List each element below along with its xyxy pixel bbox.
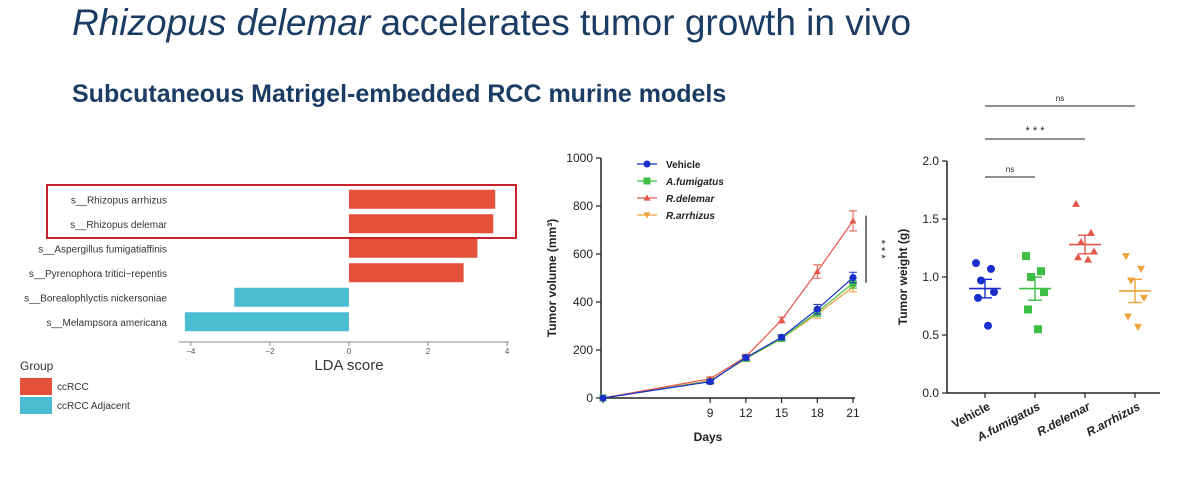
weight-point — [984, 321, 992, 330]
lda-legend-label-ccrcc: ccRCC — [57, 382, 89, 393]
weight-y-tick-label: 0.5 — [922, 328, 939, 342]
weight-point — [1024, 305, 1032, 314]
weight-point — [1077, 238, 1085, 246]
weight-y-tick-label: 1.0 — [922, 270, 939, 284]
slide-title-italic: Rhizopus delemar — [72, 2, 371, 43]
weight-comparison-label: * * * — [1026, 125, 1046, 137]
slide-subtitle: Subcutaneous Matrigel-embedded RCC murin… — [72, 80, 727, 108]
lda-x-tick-label: −4 — [186, 347, 196, 356]
lda-category-label: s__Borealophlyctis nickersoniae — [24, 293, 167, 304]
lda-legend-swatch-adjacent — [20, 397, 52, 414]
lda-x-tick-label: 0 — [347, 347, 352, 356]
volume-x-tick-label: 18 — [811, 406, 825, 420]
volume-y-axis-label: Tumor volume (mm³) — [545, 219, 559, 337]
volume-y-tick-label: 600 — [573, 247, 593, 261]
weight-x-tick-label: R.arrhizus — [1084, 399, 1143, 439]
volume-x-tick-label: 21 — [846, 406, 860, 420]
lda-bar — [348, 238, 478, 258]
volume-significance-label: * * * — [875, 240, 887, 260]
lda-category-label: s__Rhizopus arrhizus — [71, 195, 167, 206]
lda-bar — [348, 214, 494, 234]
volume-point — [778, 333, 786, 341]
weight-point — [1040, 288, 1048, 297]
volume-y-tick-label: 1000 — [566, 151, 593, 165]
weight-point — [1034, 325, 1042, 334]
weight-point — [1134, 323, 1142, 331]
weight-y-tick-label: 1.5 — [922, 212, 939, 226]
volume-legend-marker — [643, 212, 651, 219]
volume-legend-marker — [643, 194, 651, 201]
weight-point — [1072, 199, 1080, 207]
weight-point — [1037, 267, 1045, 276]
slide-title-rest: accelerates tumor growth in vivo — [370, 2, 912, 43]
weight-point — [1090, 247, 1098, 255]
weight-point — [1140, 294, 1148, 302]
volume-legend-marker — [643, 160, 651, 168]
weight-point — [1084, 255, 1092, 263]
weight-comparison-label: ns — [1006, 165, 1014, 174]
weight-y-tick-label: 2.0 — [922, 154, 939, 168]
volume-series-line — [602, 277, 854, 399]
lda-x-tick-label: 2 — [426, 347, 431, 356]
volume-point — [706, 378, 714, 386]
volume-legend-label: R.delemar — [666, 194, 715, 205]
lda-bar — [184, 312, 349, 332]
volume-y-tick-label: 200 — [573, 343, 593, 357]
weight-point — [1087, 228, 1095, 236]
volume-legend-marker — [643, 177, 651, 185]
volume-point — [849, 274, 857, 282]
volume-legend-label: Vehicle — [666, 160, 701, 171]
weight-point — [987, 264, 995, 273]
weight-point — [1124, 313, 1132, 321]
lda-legend-swatch-ccrcc — [20, 378, 52, 395]
volume-point — [599, 394, 607, 402]
volume-x-axis-label: Days — [694, 430, 723, 444]
volume-x-tick-label: 9 — [707, 406, 714, 420]
lda-category-label: s__Aspergillus fumigatiaffinis — [38, 244, 167, 255]
slide-title: Rhizopus delemar accelerates tumor growt… — [72, 2, 911, 44]
lda-bar — [348, 263, 464, 283]
lda-x-tick-label: 4 — [505, 347, 510, 356]
lda-category-label: s__Pyrenophora tritici−repentis — [29, 269, 167, 280]
volume-series-line — [602, 220, 854, 399]
lda-x-axis-label: LDA score — [314, 357, 383, 374]
volume-point — [849, 217, 857, 224]
volume-y-tick-label: 800 — [573, 199, 593, 213]
lda-legend-title: Group — [20, 359, 54, 373]
lda-x-tick-label: −2 — [265, 347, 275, 356]
weight-point — [972, 259, 980, 268]
volume-y-tick-label: 0 — [586, 391, 593, 405]
lda-category-label: s__Rhizopus delemar — [70, 220, 167, 231]
volume-point — [813, 268, 821, 275]
lda-highlight-box — [46, 184, 517, 239]
volume-y-tick-label: 400 — [573, 295, 593, 309]
weight-point — [1127, 277, 1135, 285]
weight-point — [1074, 253, 1082, 261]
volume-legend-label: A.fumigatus — [665, 177, 724, 188]
weight-point — [977, 276, 985, 285]
volume-point — [742, 354, 750, 362]
volume-x-tick-label: 12 — [739, 406, 753, 420]
weight-x-tick-label: R.delemar — [1035, 399, 1094, 439]
lda-category-label: s__Melampsora americana — [46, 318, 167, 329]
lda-bar — [234, 287, 349, 307]
volume-x-tick-label: 15 — [775, 406, 789, 420]
lda-legend-label-adjacent: ccRCC Adjacent — [57, 401, 130, 412]
weight-comparison-label: ns — [1056, 94, 1064, 103]
weight-point — [1022, 252, 1030, 261]
weight-y-axis-label: Tumor weight (g) — [896, 229, 910, 325]
weight-y-tick-label: 0.0 — [922, 386, 939, 400]
lda-bar — [348, 189, 496, 209]
weight-point — [990, 288, 998, 297]
weight-point — [1122, 253, 1130, 261]
weight-point — [1137, 265, 1145, 273]
volume-point — [813, 305, 821, 313]
volume-legend-label: R.arrhizus — [666, 211, 715, 222]
volume-point — [778, 316, 786, 323]
